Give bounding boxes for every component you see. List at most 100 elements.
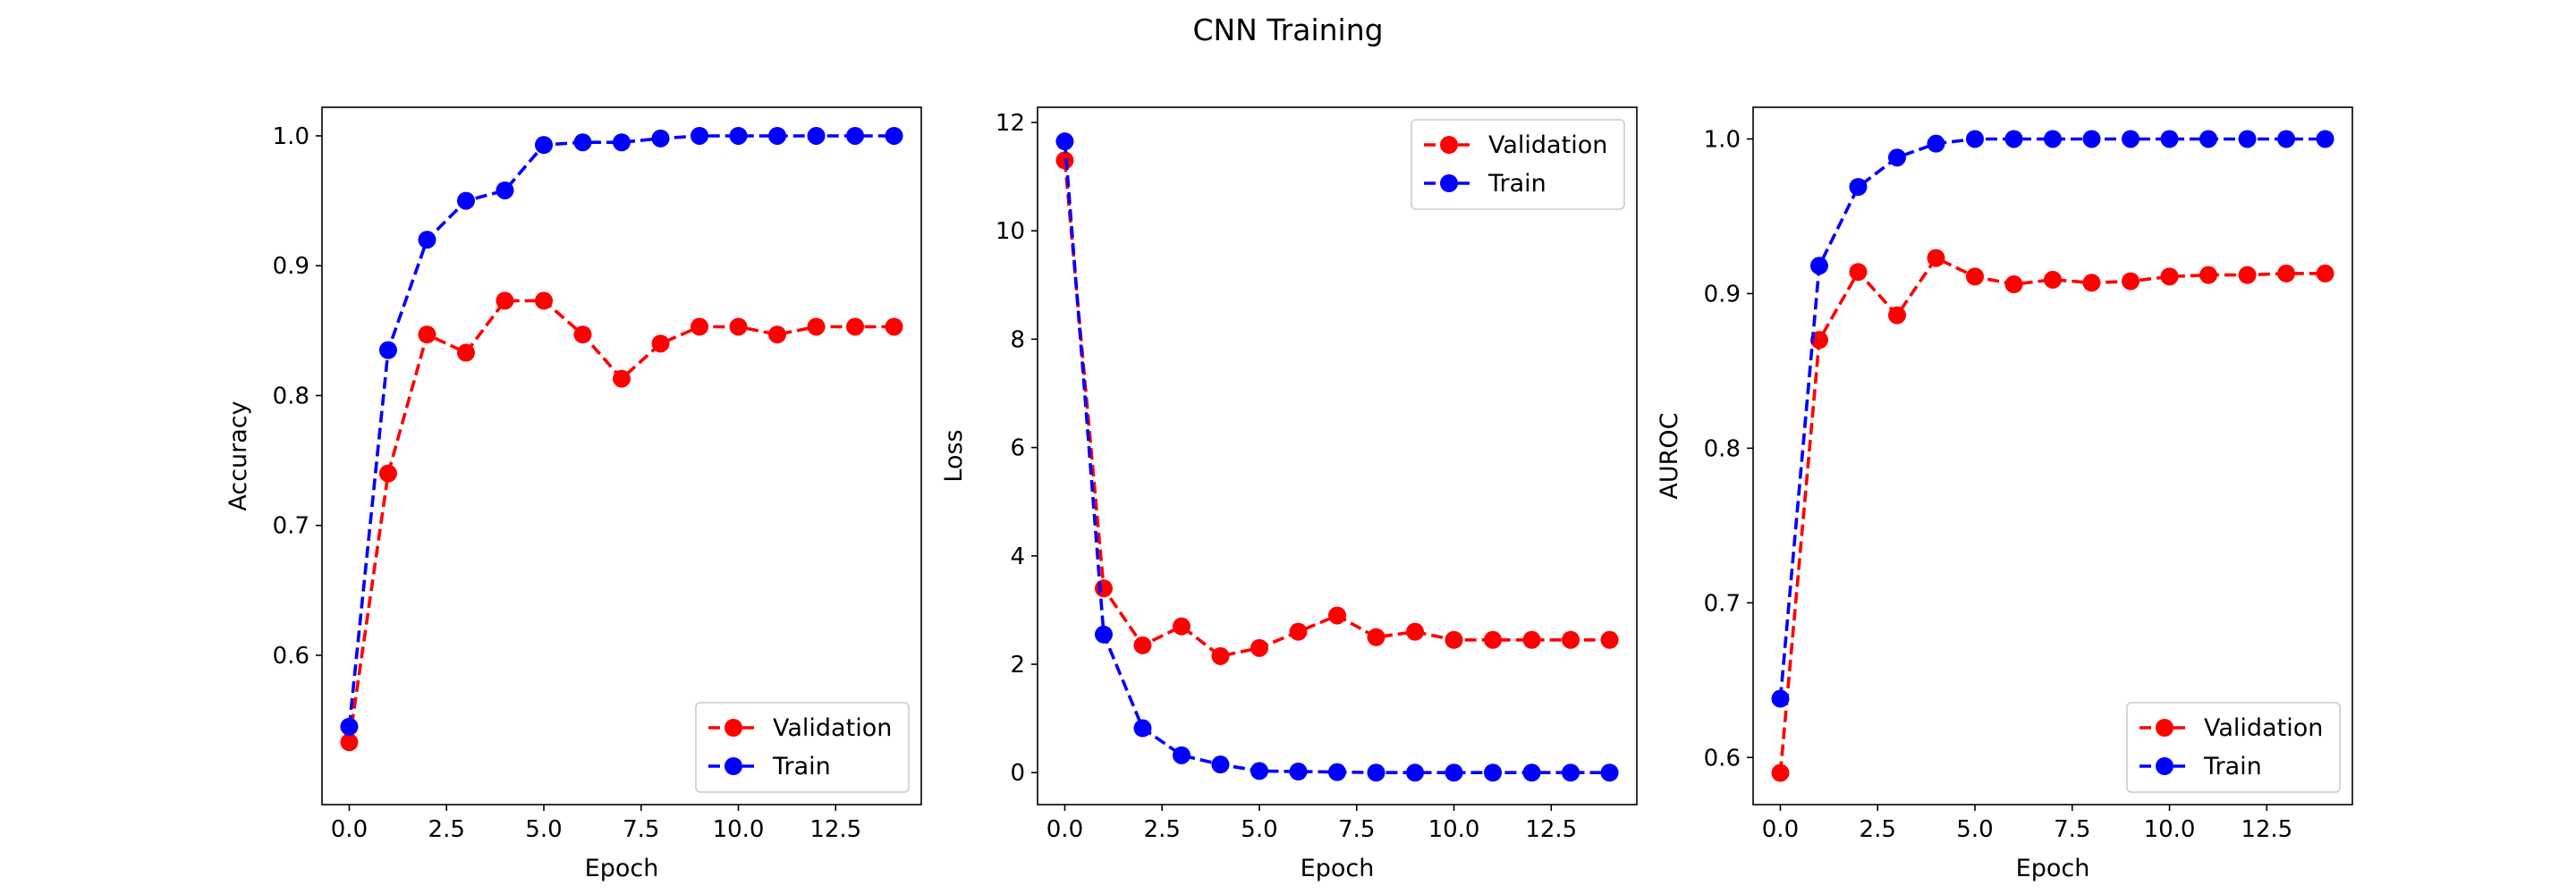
data-point	[1406, 622, 1425, 641]
data-point	[651, 129, 670, 148]
legend-marker	[724, 757, 742, 775]
x-tick-label: 7.5	[623, 816, 659, 843]
data-point	[1445, 630, 1463, 649]
x-tick-label: 7.5	[1338, 816, 1375, 843]
data-point	[340, 733, 359, 752]
data-point	[1484, 763, 1503, 782]
data-point	[1406, 763, 1425, 782]
data-point	[2277, 130, 2296, 148]
data-point	[846, 126, 865, 145]
legend: Validation Train	[1411, 119, 1625, 210]
y-tick-label: 0.6	[273, 643, 309, 670]
x-tick-label: 0.0	[331, 816, 368, 843]
series-line	[347, 299, 894, 743]
series-line	[1063, 160, 1610, 658]
legend-marker	[2156, 719, 2174, 737]
data-point	[807, 317, 826, 336]
data-point	[1522, 763, 1541, 782]
x-tick-label: 2.5	[428, 816, 465, 843]
data-point	[534, 136, 553, 155]
axes-frame	[1037, 106, 1638, 805]
data-point	[456, 191, 475, 210]
x-axis-label: Epoch	[2016, 855, 2090, 882]
data-point	[418, 231, 436, 249]
data-point	[378, 341, 397, 359]
data-point	[2316, 130, 2334, 148]
data-point	[768, 126, 787, 145]
x-tick-label: 5.0	[525, 816, 562, 843]
y-tick-label: 0	[1010, 760, 1025, 787]
y-tick-label: 0.9	[273, 253, 309, 280]
y-tick-label: 1.0	[1704, 126, 1741, 153]
legend-label: Validation	[1488, 131, 1607, 159]
data-point	[1887, 306, 1906, 325]
series-validation	[1771, 249, 2334, 782]
data-point	[1600, 630, 1619, 649]
data-point	[1849, 178, 1868, 197]
x-tick-label: 12.5	[1525, 816, 1577, 843]
data-point	[378, 464, 397, 483]
data-point	[496, 181, 514, 199]
data-point	[1927, 249, 1945, 267]
data-point	[729, 317, 748, 336]
legend: Validation Train	[695, 702, 910, 793]
data-point	[2004, 275, 2023, 294]
data-point	[1250, 638, 1268, 657]
figure-title: CNN Training	[1192, 13, 1383, 47]
data-point	[768, 325, 787, 344]
subplot-accuracy: 0.0 2.5 5.0 7.5 10.0 12.5 0.6 0.7 0.8 0.9 1.0 Epoch…	[225, 106, 922, 882]
data-point	[2199, 130, 2218, 148]
data-point	[1887, 148, 1906, 167]
series-train	[1771, 130, 2334, 708]
x-tick-label: 2.5	[1860, 816, 1896, 843]
y-tick-label: 2	[1010, 652, 1025, 679]
y-tick-label: 4	[1010, 544, 1025, 570]
legend-marker	[724, 719, 742, 737]
data-point	[885, 126, 903, 145]
legend-box	[695, 702, 910, 793]
data-point	[2082, 274, 2101, 292]
data-point	[2238, 130, 2257, 148]
data-point	[2160, 130, 2179, 148]
x-tick-label: 0.0	[1762, 816, 1799, 843]
data-point	[1771, 763, 1790, 782]
data-point	[1172, 617, 1191, 636]
data-point	[2044, 270, 2062, 289]
series-train	[1055, 132, 1619, 782]
x-axis-label: Epoch	[1301, 855, 1375, 882]
series-line	[1778, 137, 2326, 699]
x-axis-label: Epoch	[585, 855, 659, 882]
data-point	[1927, 134, 1945, 153]
data-point	[1562, 763, 1580, 782]
data-point	[1250, 762, 1268, 780]
data-point	[1211, 755, 1230, 774]
y-tick-label: 6	[1010, 435, 1025, 462]
data-point	[2316, 264, 2334, 283]
y-axis-label: AUROC	[1656, 412, 1683, 499]
data-point	[1965, 267, 1984, 286]
legend-label: Train	[1487, 170, 1546, 198]
data-point	[691, 317, 709, 336]
data-point	[1094, 625, 1113, 644]
data-point	[846, 317, 865, 336]
axes-frame	[321, 106, 922, 805]
y-tick-label: 10	[996, 218, 1025, 245]
y-tick-label: 12	[996, 110, 1025, 137]
axes-frame	[1752, 106, 2353, 805]
data-point	[418, 325, 436, 344]
data-point	[2004, 130, 2023, 148]
legend-box	[2126, 702, 2341, 793]
data-point	[2122, 272, 2140, 291]
subplot-loss: 0.0 2.5 5.0 7.5 10.0 12.5 0 2 4 6 8 10 12 Epoch Loss Va…	[940, 106, 1638, 882]
data-point	[613, 133, 631, 152]
data-point	[340, 717, 359, 736]
data-point	[1055, 132, 1074, 151]
data-point	[534, 291, 553, 310]
y-tick-label: 0.9	[1704, 281, 1741, 308]
data-point	[613, 369, 631, 388]
data-point	[1965, 130, 1984, 148]
data-point	[456, 343, 475, 362]
x-tick-label: 5.0	[1241, 816, 1277, 843]
data-point	[1211, 646, 1230, 665]
series-line	[1778, 256, 2326, 773]
